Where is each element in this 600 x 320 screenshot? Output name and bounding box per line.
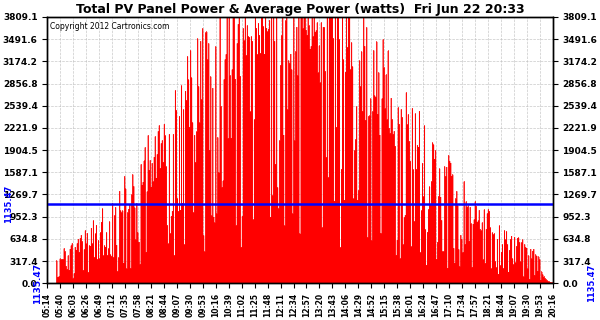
Text: 1135.47: 1135.47 — [34, 263, 43, 304]
Text: 1135.47: 1135.47 — [4, 185, 13, 223]
Title: Total PV Panel Power & Average Power (watts)  Fri Jun 22 20:33: Total PV Panel Power & Average Power (wa… — [76, 3, 524, 16]
Text: 1135.47: 1135.47 — [587, 264, 596, 302]
Text: Copyright 2012 Cartronics.com: Copyright 2012 Cartronics.com — [50, 22, 169, 31]
